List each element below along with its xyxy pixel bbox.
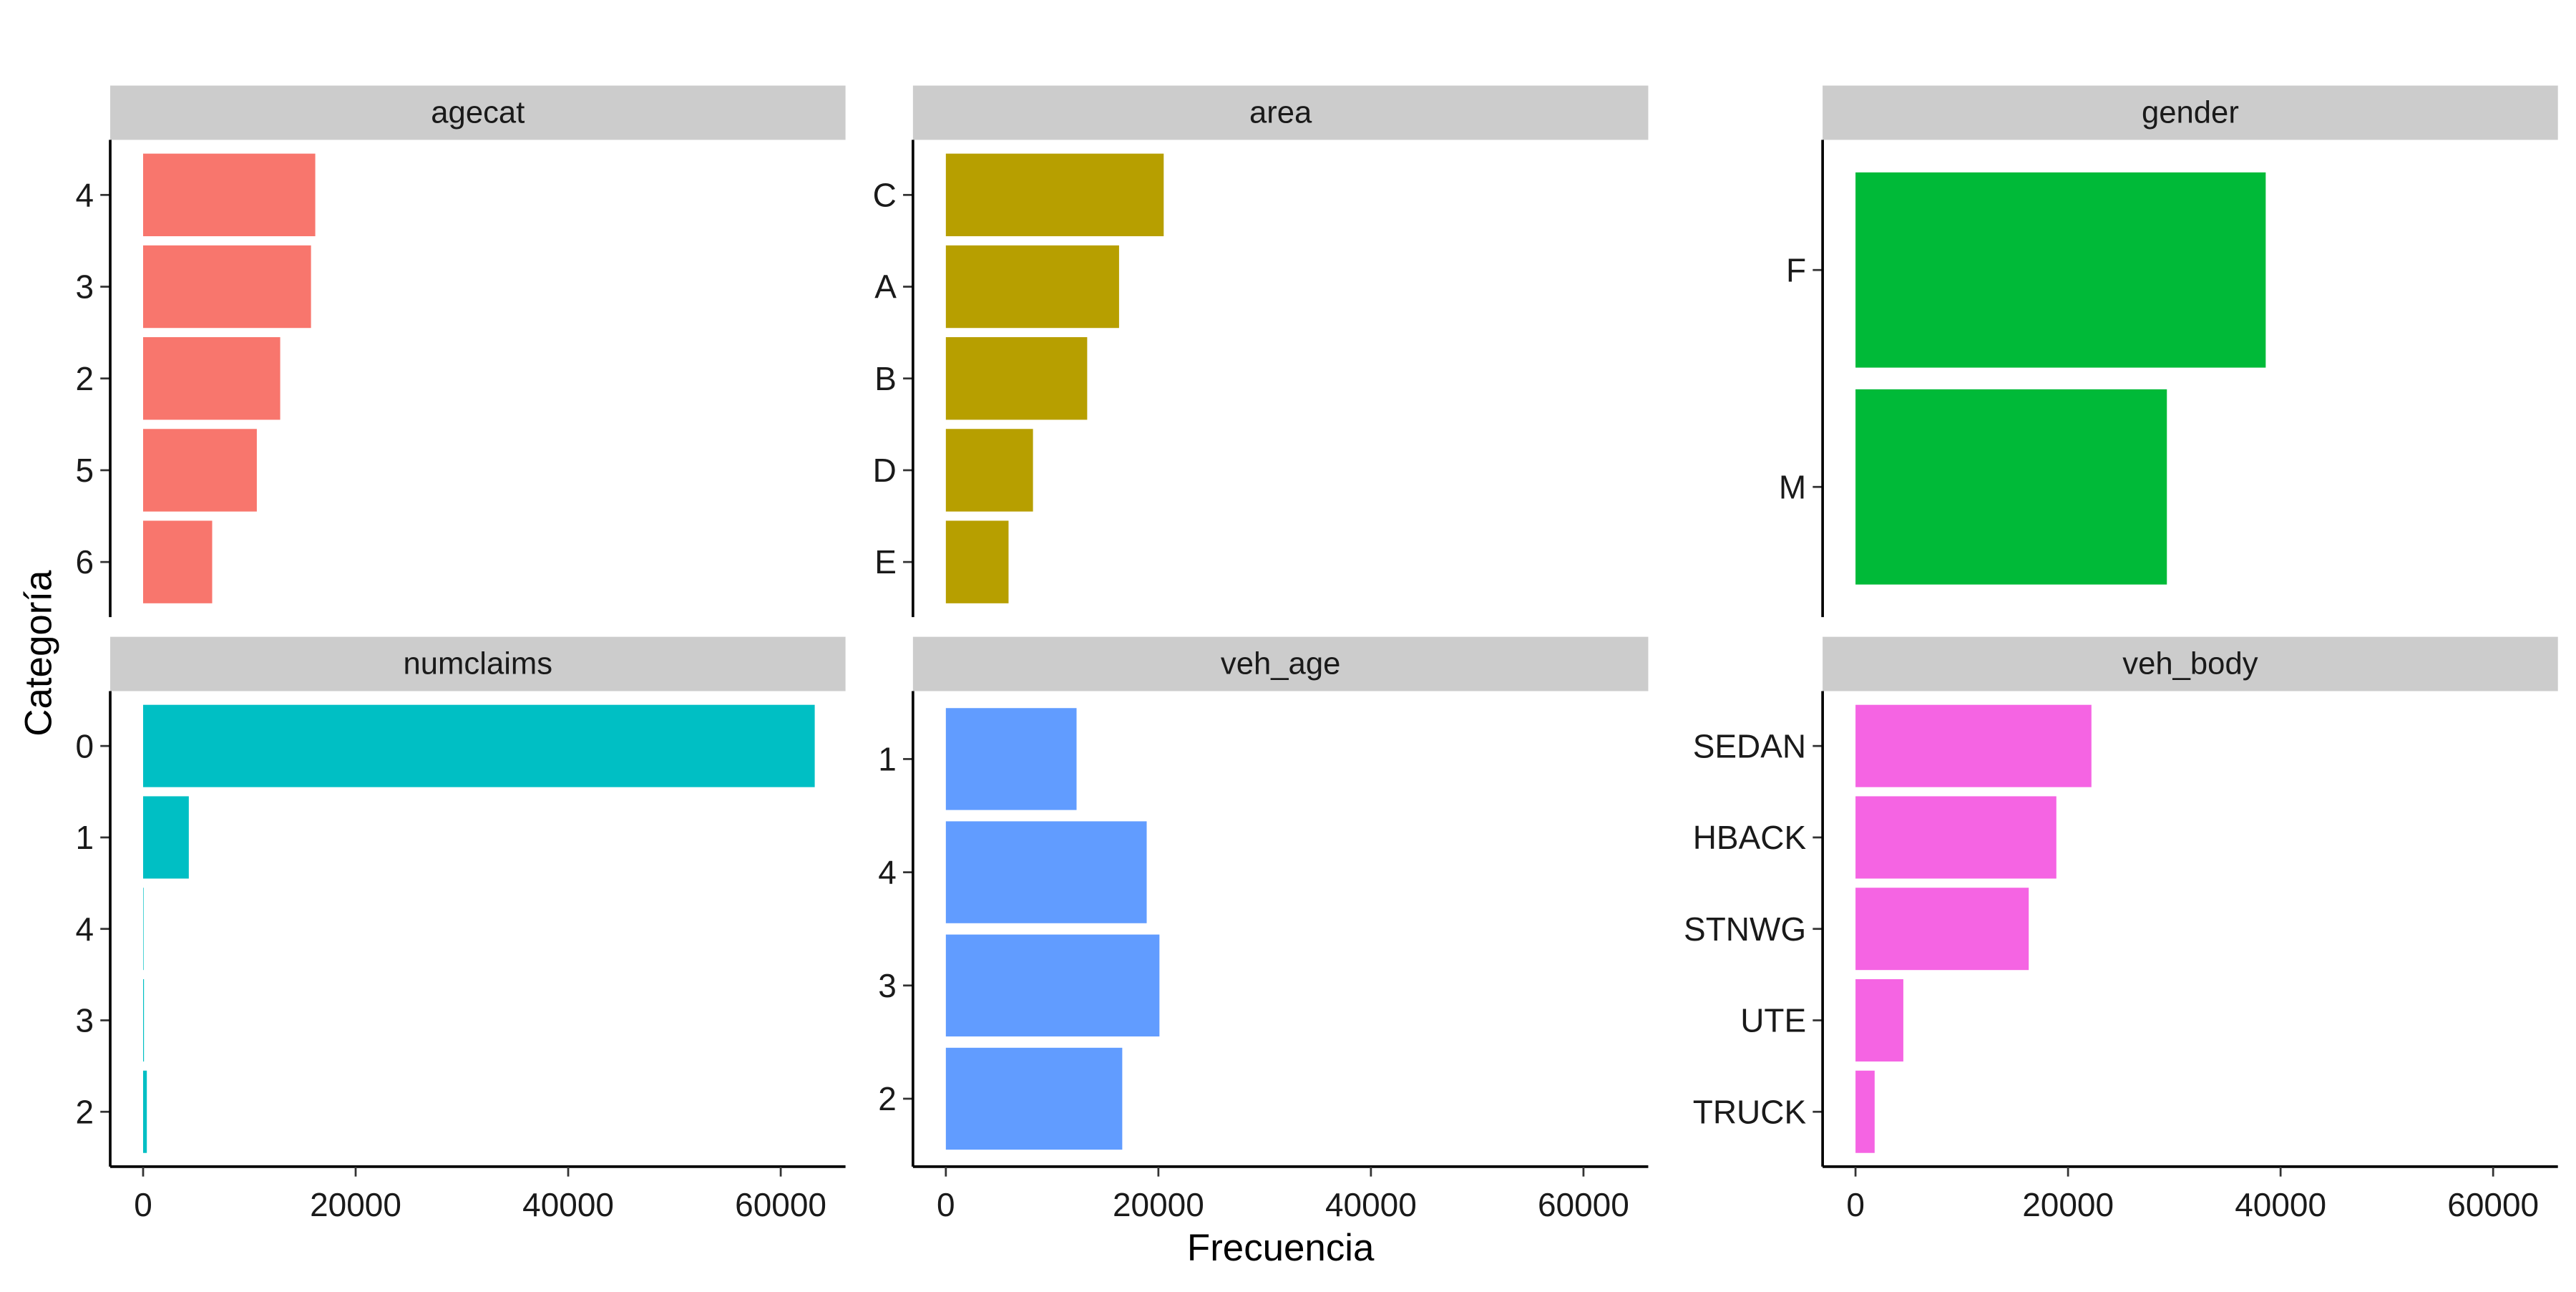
agecat-bar-4 (143, 153, 316, 237)
veh-age-ytick-label-3: 3 (878, 967, 897, 1004)
area-bar-a (945, 245, 1119, 329)
numclaims-bar-4 (143, 888, 144, 971)
veh-body-xtick-label-60000: 60000 (2447, 1186, 2539, 1223)
y-axis-title: Categoría (17, 570, 59, 737)
veh-body-bar-truck (1855, 1070, 1875, 1153)
numclaims-ytick-label-0: 0 (75, 727, 94, 764)
numclaims-bar-0 (143, 704, 815, 787)
area-ytick-label-c: C (873, 176, 897, 213)
veh-body-ytick-label-sedan: SEDAN (1693, 727, 1806, 764)
gender-strip-label: gender (2142, 94, 2239, 130)
veh-body-bar-sedan (1855, 704, 2092, 787)
numclaims-xtick-label-40000: 40000 (522, 1186, 614, 1223)
veh-body-ytick-label-stnwg: STNWG (1684, 910, 1806, 948)
veh-age-ytick-label-2: 2 (878, 1080, 897, 1117)
numclaims-bar-2 (143, 1070, 147, 1153)
agecat-bar-2 (143, 337, 280, 420)
gender-strip (1823, 85, 2558, 140)
veh-body-xtick-label-40000: 40000 (2235, 1186, 2326, 1223)
agecat-ytick-label-6: 6 (75, 543, 94, 581)
area-bar-d (945, 429, 1033, 512)
veh-age-bar-2 (945, 1047, 1123, 1150)
agecat-ytick-label-5: 5 (75, 452, 94, 489)
gender-bar-m (1855, 389, 2167, 585)
numclaims-ytick-label-2: 2 (75, 1093, 94, 1130)
area-ytick-label-e: E (874, 543, 897, 581)
numclaims-strip-label: numclaims (404, 646, 553, 681)
veh-age-xtick-label-20000: 20000 (1113, 1186, 1204, 1223)
numclaims-ytick-label-3: 3 (75, 1002, 94, 1039)
numclaims-ytick-label-4: 4 (75, 910, 94, 948)
numclaims-strip (110, 636, 846, 691)
gender-ytick-label-f: F (1786, 251, 1806, 288)
veh-body-ytick-label-truck: TRUCK (1693, 1093, 1807, 1130)
agecat-ytick-label-2: 2 (75, 360, 94, 397)
veh-body-bar-stnwg (1855, 888, 2029, 971)
numclaims-xtick-label-0: 0 (134, 1186, 152, 1223)
veh-body-xtick-label-0: 0 (1846, 1186, 1865, 1223)
veh-body-strip-label: veh_body (2122, 646, 2258, 681)
veh-body-strip (1823, 636, 2558, 691)
veh-age-bar-4 (945, 821, 1147, 923)
x-axis-title: Frecuencia (1187, 1227, 1375, 1269)
veh-age-bar-3 (945, 934, 1160, 1036)
numclaims-ytick-label-1: 1 (75, 819, 94, 856)
area-ytick-label-d: D (873, 452, 897, 489)
veh-age-xtick-label-0: 0 (937, 1186, 955, 1223)
agecat-strip (110, 85, 846, 140)
veh-age-ytick-label-4: 4 (878, 854, 897, 891)
area-bar-c (945, 153, 1164, 237)
agecat-bar-5 (143, 429, 257, 512)
veh-age-xtick-label-60000: 60000 (1538, 1186, 1629, 1223)
area-bar-b (945, 337, 1088, 420)
veh-age-xtick-label-40000: 40000 (1325, 1186, 1417, 1223)
veh-body-ytick-label-ute: UTE (1740, 1002, 1806, 1039)
veh-age-ytick-label-1: 1 (878, 741, 897, 778)
agecat-bar-6 (143, 520, 213, 603)
veh-body-ytick-label-hback: HBACK (1693, 819, 1807, 856)
gender-ytick-label-m: M (1779, 468, 1806, 505)
numclaims-xtick-label-20000: 20000 (310, 1186, 401, 1223)
veh-age-strip-label: veh_age (1221, 646, 1341, 681)
area-ytick-label-a: A (874, 268, 897, 306)
veh-age-strip (912, 636, 1649, 691)
veh-body-bar-hback (1855, 796, 2057, 879)
agecat-ytick-label-3: 3 (75, 268, 94, 306)
numclaims-xtick-label-60000: 60000 (735, 1186, 826, 1223)
area-ytick-label-b: B (874, 360, 897, 397)
area-strip (912, 85, 1649, 140)
agecat-strip-label: agecat (431, 94, 525, 130)
area-strip-label: area (1249, 94, 1312, 130)
numclaims-bar-1 (143, 796, 189, 879)
agecat-ytick-label-4: 4 (75, 176, 94, 213)
numclaims-bar-3 (143, 978, 145, 1062)
veh-body-xtick-label-20000: 20000 (2022, 1186, 2114, 1223)
gender-bar-f (1855, 172, 2266, 368)
agecat-bar-3 (143, 245, 311, 329)
area-bar-e (945, 520, 1009, 603)
veh-body-bar-ute (1855, 978, 1903, 1062)
veh-age-bar-1 (945, 708, 1077, 810)
